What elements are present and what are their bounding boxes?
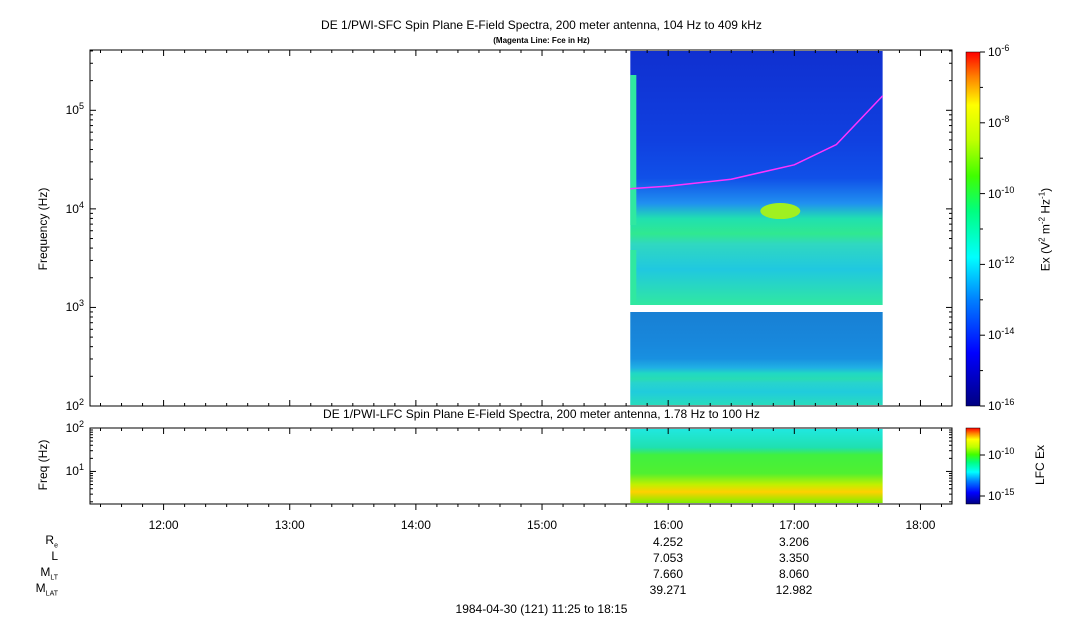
sfc-subtitle: (Magenta Line: Fce in Hz)	[493, 36, 590, 45]
sfc-colorbar-tick-label: 10-16	[988, 397, 1015, 413]
eph-mlat-1700: 12.982	[775, 583, 813, 597]
x-tick-label: 12:00	[148, 518, 179, 532]
sfc-title: DE 1/PWI-SFC Spin Plane E-Field Spectra,…	[321, 18, 762, 32]
eph-mlt-1600: 7.660	[652, 567, 684, 581]
sfc-edge-strip	[630, 75, 637, 225]
eph-label-l: L	[51, 549, 58, 563]
sfc-colorbar-tick-label: 10-6	[988, 43, 1010, 59]
x-tick-label: 15:00	[527, 518, 558, 532]
eph-label-mlt: MLT	[40, 565, 58, 582]
lfc-y-tick-label: 102	[65, 419, 84, 435]
x-tick-label: 13:00	[274, 518, 305, 532]
lfc-colorbar-tick-label: 10-15	[988, 487, 1015, 503]
sfc-y-label: Frequency (Hz)	[36, 187, 50, 271]
eph-re-1700: 3.206	[778, 535, 810, 549]
sfc-colorbar-tick-label: 10-12	[988, 255, 1015, 272]
sfc-x-ticks	[100, 50, 942, 406]
sfc-spectrogram	[630, 51, 883, 405]
lfc-spectrogram-block	[630, 429, 883, 503]
lfc-colorbar-label: LFC Ex	[1033, 445, 1047, 486]
fce-magenta-line	[630, 95, 884, 190]
lfc-spectrogram	[630, 429, 883, 503]
sfc-colorbar-tick-label: 10-10	[988, 184, 1015, 201]
sfc-colorbar	[965, 51, 981, 407]
sfc-y-tick-label: 102	[65, 397, 84, 413]
sfc-y-axis	[90, 50, 952, 407]
sfc-y-tick-label: 105	[65, 101, 84, 118]
eph-mlt-1700: 8.060	[778, 567, 810, 581]
eph-l-1700: 3.350	[778, 551, 810, 565]
sfc-spectrogram-upper	[630, 51, 883, 305]
lfc-colorbar-ticks	[980, 454, 985, 497]
eph-l-1600: 7.053	[652, 551, 684, 565]
sfc-colorbar-ticks	[980, 51, 985, 407]
sfc-y-tick-label: 103	[65, 298, 84, 315]
sfc-emission-patch	[760, 203, 801, 220]
lfc-title: DE 1/PWI-LFC Spin Plane E-Field Spectra,…	[323, 407, 760, 421]
lfc-colorbar-tick-label: 10-10	[988, 446, 1015, 462]
sfc-colorbar-label: Ex (V2 m-2 Hz-1)	[1037, 187, 1053, 272]
lfc-x-ticks	[100, 428, 942, 510]
eph-re-1600: 4.252	[652, 535, 684, 549]
x-tick-label: 16:00	[653, 518, 684, 532]
eph-mlat-1600: 39.271	[649, 583, 687, 597]
eph-label-re: Re	[45, 533, 58, 550]
x-tick-label: 18:00	[905, 518, 936, 532]
sfc-spectrogram-lower-shade	[630, 312, 883, 405]
lfc-y-tick-label: 101	[65, 462, 84, 479]
sfc-colorbar-tick-label: 10-8	[988, 113, 1010, 130]
sfc-colorbar-tick-label: 10-14	[988, 326, 1015, 343]
x-tick-label: 17:00	[779, 518, 810, 532]
time-range-footer: 1984-04-30 (121) 11:25 to 18:15	[455, 602, 628, 616]
lfc-colorbar	[965, 427, 981, 505]
sfc-y-tick-label: 104	[65, 199, 84, 216]
eph-label-mlat: MLAT	[35, 581, 58, 598]
lfc-y-axis	[90, 427, 952, 503]
lfc-y-label: Freq (Hz)	[36, 439, 50, 491]
sfc-edge-strip-lower	[630, 250, 637, 305]
x-tick-label: 14:00	[400, 518, 431, 532]
